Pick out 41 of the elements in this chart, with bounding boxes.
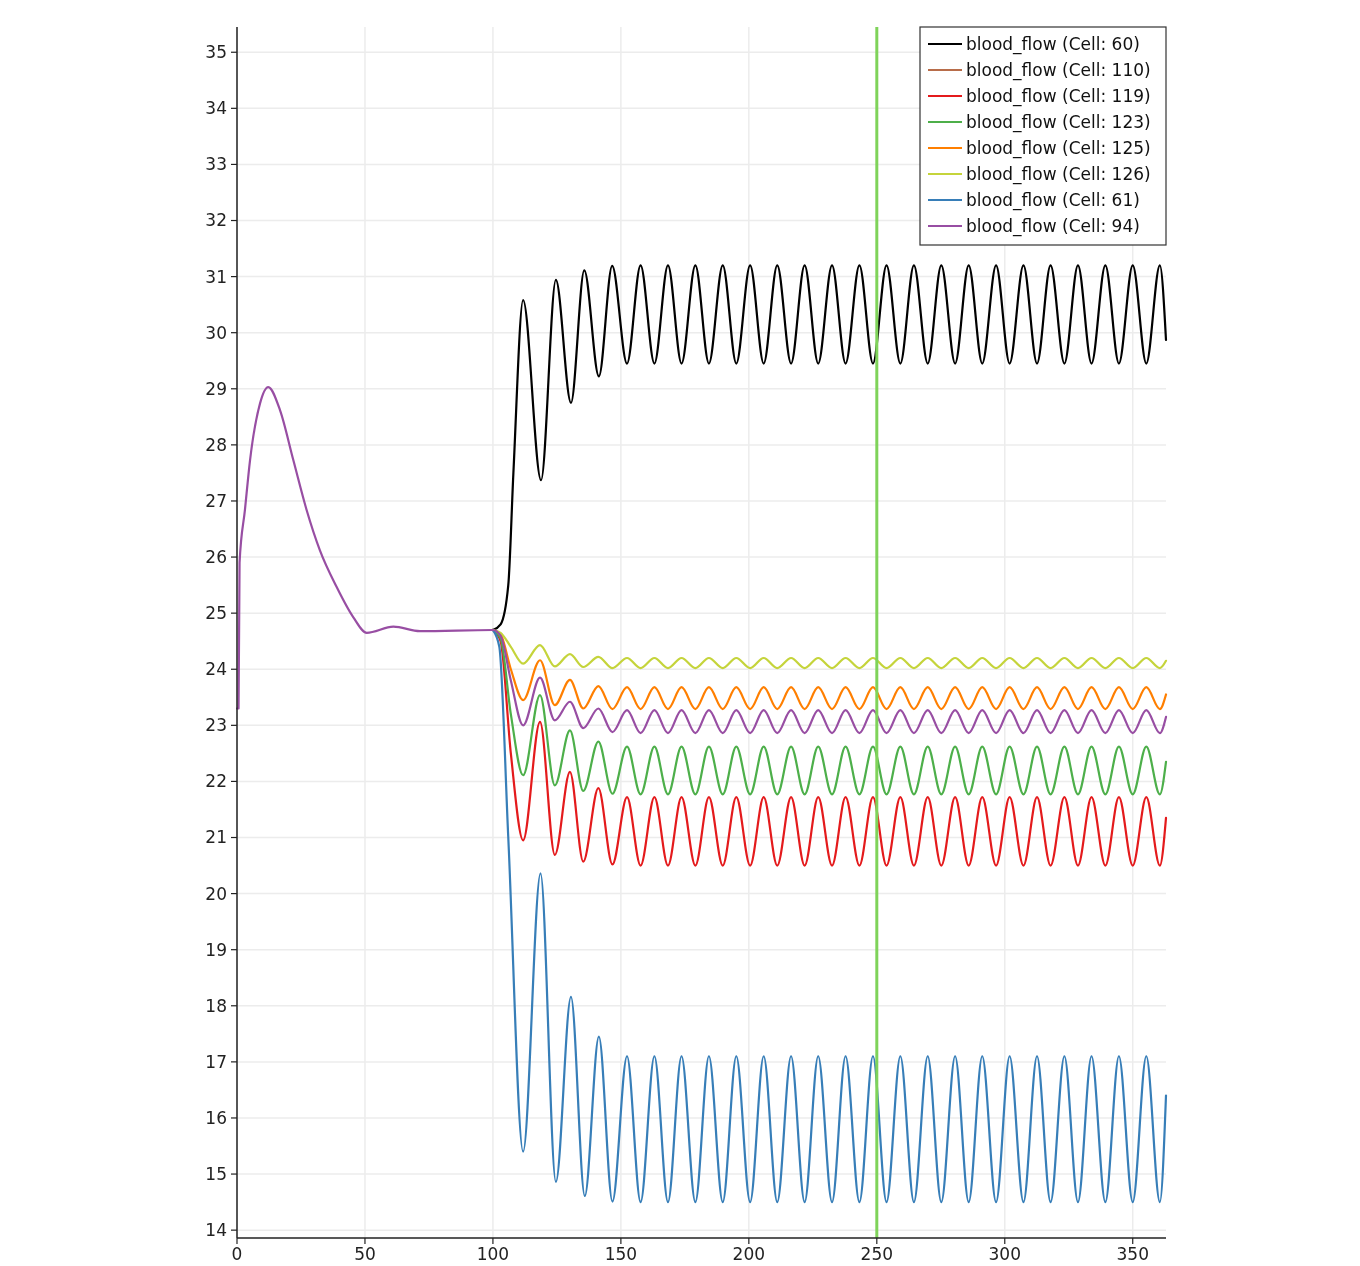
y-tick-label: 24: [205, 659, 227, 680]
line-series: [491, 628, 1168, 1204]
y-tick-label: 32: [205, 210, 227, 231]
y-tick-label: 30: [205, 322, 227, 343]
legend-label: blood_flow (Cell: 60): [966, 33, 1140, 55]
legend-label: blood_flow (Cell: 119): [966, 85, 1151, 107]
line-series: [235, 386, 1168, 735]
x-tick-label: 300: [988, 1244, 1021, 1264]
y-tick-label: 22: [205, 771, 227, 792]
legend-label: blood_flow (Cell: 94): [966, 215, 1140, 237]
legend-label: blood_flow (Cell: 126): [966, 163, 1151, 185]
y-tick-label: 15: [205, 1164, 227, 1185]
x-tick-label: 250: [860, 1244, 894, 1264]
y-tick-label: 18: [205, 995, 227, 1016]
x-tick-label: 200: [732, 1244, 766, 1264]
y-tick-label: 35: [205, 42, 227, 63]
x-tick-label: 100: [476, 1244, 510, 1264]
legend-label: blood_flow (Cell: 110): [966, 59, 1151, 81]
line-series: [491, 264, 1168, 632]
y-tick-label: 23: [205, 715, 227, 736]
y-tick-label: 27: [205, 490, 227, 511]
x-tick-label: 50: [354, 1244, 376, 1264]
y-tick-label: 21: [205, 827, 227, 848]
y-tick-label: 19: [205, 939, 227, 960]
legend-label: blood_flow (Cell: 123): [966, 111, 1151, 133]
y-tick-label: 17: [205, 1051, 227, 1072]
y-tick-label: 29: [205, 378, 227, 399]
y-tick-label: 14: [205, 1220, 227, 1241]
y-tick-label: 26: [205, 547, 227, 568]
x-tick-label: 350: [1116, 1244, 1149, 1264]
y-tick-label: 33: [205, 154, 227, 175]
legend-label: blood_flow (Cell: 125): [966, 137, 1151, 159]
y-tick-label: 20: [205, 883, 227, 904]
x-tick-label: 150: [604, 1244, 638, 1264]
y-tick-label: 31: [205, 266, 227, 287]
y-tick-label: 28: [205, 434, 227, 455]
y-tick-label: 25: [205, 603, 227, 624]
x-tick-label: 0: [231, 1244, 243, 1264]
y-tick-label: 34: [205, 98, 227, 119]
legend-label: blood_flow (Cell: 61): [966, 189, 1140, 211]
y-tick-label: 16: [205, 1107, 227, 1128]
